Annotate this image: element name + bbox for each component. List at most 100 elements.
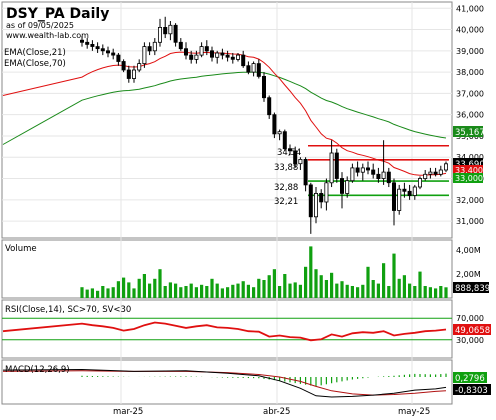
volume-bar — [215, 283, 219, 298]
candle-body — [386, 171, 391, 184]
volume-bar — [158, 269, 162, 298]
candle-body — [225, 54, 230, 58]
volume-bar — [148, 283, 152, 298]
candle-body — [423, 173, 428, 180]
candle-body — [241, 54, 246, 67]
volume-bar — [382, 263, 386, 298]
candle-body — [131, 69, 136, 79]
candle-body — [407, 190, 412, 197]
volume-bar — [397, 278, 401, 298]
candle-body — [90, 44, 95, 47]
volume-bar — [257, 278, 261, 298]
volume-bar — [132, 288, 136, 298]
volume-bar — [371, 280, 375, 298]
price-tick-label: 41,000 — [456, 4, 484, 13]
volume-bar — [356, 287, 360, 298]
volume-bar — [444, 287, 448, 298]
volume-bar — [106, 288, 110, 298]
price-tick-label: 38,000 — [456, 68, 484, 77]
candle-body — [391, 182, 396, 211]
volume-bar — [236, 283, 240, 298]
level-label: 32,21 — [274, 197, 298, 207]
rsi-line — [2, 321, 447, 342]
rsi-series — [2, 317, 452, 342]
candle-body — [215, 52, 220, 58]
rsi-tick-label: 30,000 — [456, 336, 484, 345]
candle-body — [251, 63, 256, 73]
candle-body — [428, 171, 433, 175]
candle-body — [246, 65, 251, 73]
volume-bar — [402, 275, 406, 298]
volume-bar — [80, 287, 84, 298]
candle-body — [287, 148, 292, 152]
volume-bar — [361, 284, 365, 298]
volume-bar — [111, 287, 115, 298]
candle-body — [371, 169, 376, 175]
candle-body — [313, 192, 318, 218]
rsi-title: RSI(Close,14), SC>70, SV<30 — [5, 305, 131, 315]
candle-body — [345, 180, 350, 194]
support-value-box — [453, 173, 483, 183]
candle-body — [277, 131, 282, 135]
candle-body — [365, 167, 370, 171]
candle-body — [235, 54, 240, 60]
volume-bar — [376, 283, 380, 298]
candle-body — [324, 182, 329, 203]
candle-body — [116, 54, 121, 62]
candle-body — [303, 158, 308, 186]
volume-bar — [272, 269, 276, 298]
macd-value1-box — [453, 372, 487, 383]
chart-title: DSY_PA Daily — [6, 6, 109, 22]
macd-line — [2, 368, 447, 398]
volume-title: Volume — [5, 244, 37, 254]
macd-value2-box — [453, 384, 491, 395]
volume-bar — [298, 284, 302, 298]
candle-body — [137, 63, 142, 71]
volume-bar — [293, 282, 297, 298]
macd-series — [2, 368, 447, 398]
price-panel — [1, 1, 453, 239]
volume-bar — [220, 288, 224, 298]
volume-bar — [278, 286, 282, 298]
volume-bar — [387, 286, 391, 298]
ema70-legend: EMA(Close,70) — [4, 59, 66, 69]
candle-body — [157, 26, 162, 43]
price-tick-label: 34,000 — [456, 153, 484, 162]
macd-panel — [1, 359, 453, 405]
candle-body — [152, 41, 157, 52]
volume-bar — [231, 284, 235, 298]
volume-bar — [288, 283, 292, 298]
candle-body — [95, 46, 100, 50]
candle-body — [402, 188, 407, 192]
month-label: may-25 — [398, 407, 430, 417]
candle-body — [298, 158, 303, 165]
candle-body — [80, 39, 85, 43]
support-value: 33,000 — [455, 174, 483, 183]
ema70-value: 35,167 — [455, 128, 485, 138]
volume-bar — [189, 283, 193, 298]
as-of-date: as of 09/05/2025 — [6, 21, 74, 30]
volume-bar — [200, 284, 204, 298]
volume-bar — [408, 283, 412, 298]
volume-bar — [439, 286, 443, 298]
volume-bar — [179, 287, 183, 298]
level-label: 32,88 — [274, 183, 298, 193]
volume-bar — [137, 278, 141, 298]
volume-bar — [210, 278, 214, 298]
volume-bar — [340, 281, 344, 298]
volume-bar — [85, 289, 89, 298]
price-tick-label: 37,000 — [456, 89, 484, 98]
volume-bar — [350, 286, 354, 298]
candle-body — [126, 69, 131, 79]
candle-body — [334, 152, 339, 179]
candle-body — [319, 192, 324, 203]
candles — [80, 16, 448, 234]
volume-bar — [314, 269, 318, 298]
volume-bar — [127, 282, 131, 298]
volume-bar — [434, 288, 438, 298]
close-value-box — [453, 158, 483, 169]
macd-value2: -0,8303 — [455, 386, 488, 396]
rsi-value-box — [453, 324, 491, 335]
volume-bar — [283, 274, 287, 298]
candle-body — [272, 114, 277, 135]
